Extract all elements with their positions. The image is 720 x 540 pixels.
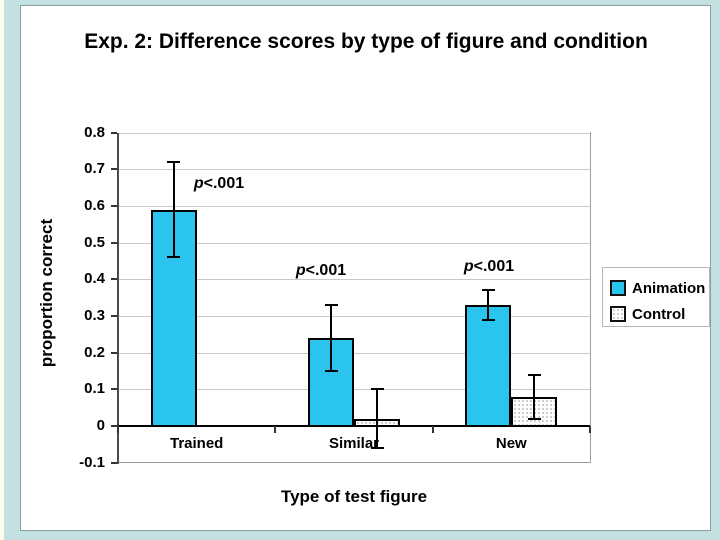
error-bar-control-new-cap: [527, 417, 541, 420]
y-tick-label: 0.7: [84, 160, 105, 178]
y-axis-line: [117, 132, 119, 464]
p-value-prefix: p: [295, 261, 306, 279]
error-bar-control-new: [533, 374, 536, 419]
slide-edge-strip: [0, 0, 4, 540]
y-tick-label: 0.8: [84, 123, 105, 141]
y-axis-tick: [111, 388, 117, 391]
y-axis-tick: [111, 351, 117, 354]
y-axis-tick: [111, 131, 117, 134]
error-bar-control-similar-cap: [370, 447, 384, 449]
x-category-label-new: New: [495, 435, 527, 452]
p-value-annotation-trained: p<.001: [171, 175, 267, 193]
p-value-annotation-new: p<.001: [441, 258, 537, 276]
gridline: [118, 316, 590, 317]
y-tick-label: 0.1: [84, 380, 105, 398]
x-axis-title: Type of test figure: [280, 487, 428, 506]
legend-item-control: Control: [610, 301, 709, 327]
error-bar-animation-trained: [172, 162, 175, 258]
p-value-prefix: p: [193, 175, 204, 192]
p-value-text: <.001: [473, 257, 515, 275]
y-tick-label: 0.3: [84, 307, 105, 324]
gridline: [118, 352, 590, 354]
error-bar-control-similar: [376, 389, 378, 448]
gridline: [118, 132, 590, 134]
gridline: [118, 242, 590, 244]
y-axis-tick: [111, 205, 117, 207]
y-tick-label: 0.2: [84, 343, 105, 361]
slide-panel: [20, 5, 711, 531]
category-tick: [589, 426, 591, 433]
y-tick-label: 0: [96, 417, 105, 434]
y-axis-tick: [111, 315, 117, 317]
gridline: [118, 279, 590, 281]
y-axis-tick: [111, 241, 117, 244]
y-tick-label: 0.5: [84, 233, 105, 251]
chart-legend: Animation Control: [602, 267, 710, 327]
error-bar-control-trained-cap: [213, 425, 227, 427]
slide-title: Exp. 2: Difference scores by type of fig…: [84, 30, 648, 53]
control-series-swatch-icon: [610, 306, 626, 322]
category-tick: [431, 426, 434, 433]
error-bar-animation-new: [487, 290, 490, 320]
error-bar-animation-trained-cap: [167, 161, 181, 163]
p-value-text: <.001: [305, 261, 347, 279]
error-bar-animation-similar-cap: [324, 370, 338, 372]
p-value-text: <.001: [203, 175, 245, 192]
gridline: [118, 169, 590, 171]
y-axis-tick: [111, 168, 117, 171]
gridline: [118, 389, 590, 391]
y-axis-tick: [111, 461, 117, 464]
p-value-prefix: p: [463, 257, 474, 275]
error-bar-control-new-cap: [527, 373, 541, 376]
error-bar-animation-new-cap: [481, 289, 495, 292]
category-tick: [274, 426, 277, 433]
error-bar-animation-similar-cap: [324, 304, 338, 306]
p-value-annotation-similar: p<.001: [273, 262, 369, 280]
x-category-label-similar: Similar: [328, 435, 380, 452]
y-axis-tick: [111, 278, 117, 281]
legend-label-animation: Animation: [632, 279, 706, 297]
y-axis-tick: [111, 425, 117, 427]
error-bar-animation-trained-cap: [167, 256, 181, 259]
chart-plot-area: [118, 132, 591, 463]
legend-item-animation: Animation: [610, 275, 709, 301]
x-category-label-trained: Trained: [170, 435, 224, 452]
animation-series-swatch-icon: [610, 280, 626, 296]
y-axis-title: proportion correct: [37, 218, 56, 368]
bar-animation-new: [465, 305, 512, 427]
error-bar-animation-similar: [330, 305, 332, 371]
error-bar-animation-new-cap: [481, 318, 495, 321]
y-tick-label: 0.6: [84, 197, 105, 214]
gridline: [118, 206, 590, 207]
category-tick: [117, 426, 119, 433]
y-tick-label: 0.4: [84, 270, 105, 288]
legend-label-control: Control: [632, 305, 686, 323]
error-bar-control-similar-cap: [370, 388, 384, 391]
y-tick-label: -0.1: [79, 453, 105, 471]
